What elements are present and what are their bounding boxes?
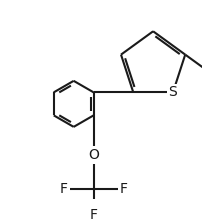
Text: F: F	[119, 182, 127, 196]
Text: O: O	[88, 148, 99, 162]
Text: S: S	[169, 85, 177, 99]
Text: F: F	[60, 182, 68, 196]
Text: F: F	[90, 207, 98, 220]
